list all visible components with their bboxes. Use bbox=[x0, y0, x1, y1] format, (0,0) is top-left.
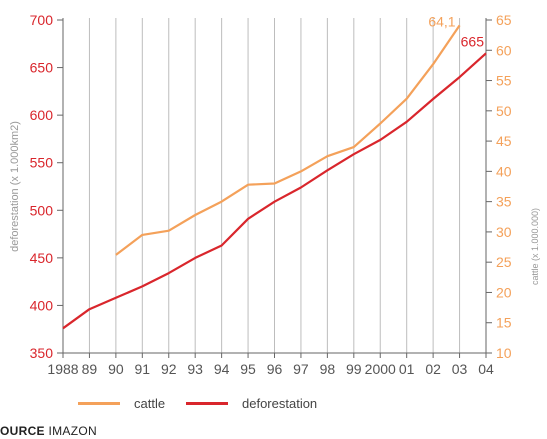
x-tick-label-91: 91 bbox=[135, 361, 151, 377]
left-tick-label-400: 400 bbox=[30, 297, 54, 313]
x-tick-label-98: 98 bbox=[320, 361, 336, 377]
right-tick-label-20: 20 bbox=[496, 284, 512, 300]
right-tick-label-10: 10 bbox=[496, 345, 512, 361]
legend-swatch-deforestation bbox=[186, 402, 228, 405]
end-label-cattle: 64,1 bbox=[428, 13, 455, 29]
series-line-cattle bbox=[115, 24, 461, 256]
right-tick-label-35: 35 bbox=[496, 194, 512, 210]
left-tick-label-700: 700 bbox=[30, 12, 54, 28]
x-tick-label-04: 04 bbox=[478, 361, 494, 377]
legend-swatch-cattle bbox=[78, 402, 120, 405]
right-tick-label-50: 50 bbox=[496, 103, 512, 119]
x-tick-label-03: 03 bbox=[452, 361, 468, 377]
right-tick-label-45: 45 bbox=[496, 133, 512, 149]
series-line-deforestation bbox=[62, 52, 487, 330]
right-tick-label-25: 25 bbox=[496, 254, 512, 270]
left-tick-label-500: 500 bbox=[30, 202, 54, 218]
legend-item-cattle: cattle bbox=[78, 396, 165, 411]
x-tick-label-93: 93 bbox=[187, 361, 203, 377]
x-tick-label-97: 97 bbox=[293, 361, 309, 377]
legend-label-cattle: cattle bbox=[134, 396, 166, 411]
x-tick-label-2000: 2000 bbox=[365, 361, 396, 377]
left-axis-label: deforestation (x 1.000km2) bbox=[9, 121, 21, 252]
legend-label-deforestation: deforestation bbox=[242, 396, 318, 411]
right-axis-label: cattle (x 1.000.000) bbox=[530, 208, 540, 285]
left-tick-label-650: 650 bbox=[30, 60, 54, 76]
x-tick-label-99: 99 bbox=[346, 361, 362, 377]
x-tick-label-01: 01 bbox=[399, 361, 415, 377]
left-tick-label-600: 600 bbox=[30, 107, 54, 123]
legend: cattle deforestation bbox=[0, 396, 547, 418]
x-tick-label-92: 92 bbox=[161, 361, 177, 377]
right-tick-label-40: 40 bbox=[496, 163, 512, 179]
end-label-deforestation: 665 bbox=[461, 33, 485, 49]
right-tick-label-15: 15 bbox=[496, 315, 512, 331]
left-tick-label-550: 550 bbox=[30, 155, 54, 171]
x-tick-label-96: 96 bbox=[267, 361, 283, 377]
right-tick-label-60: 60 bbox=[496, 42, 512, 58]
source-label: OURCE bbox=[0, 424, 45, 438]
x-tick-label-1988: 1988 bbox=[47, 361, 78, 377]
x-tick-label-89: 89 bbox=[82, 361, 98, 377]
left-tick-label-350: 350 bbox=[30, 345, 54, 361]
x-tick-label-94: 94 bbox=[214, 361, 230, 377]
legend-item-deforestation: deforestation bbox=[186, 396, 317, 411]
right-tick-label-55: 55 bbox=[496, 73, 512, 89]
right-tick-label-30: 30 bbox=[496, 224, 512, 240]
x-tick-label-95: 95 bbox=[240, 361, 256, 377]
source-note: OURCE IMAZON bbox=[0, 424, 97, 438]
right-tick-label-65: 65 bbox=[496, 12, 512, 28]
source-name: IMAZON bbox=[48, 424, 97, 438]
x-tick-label-90: 90 bbox=[108, 361, 124, 377]
left-tick-label-450: 450 bbox=[30, 250, 54, 266]
x-tick-label-02: 02 bbox=[425, 361, 441, 377]
